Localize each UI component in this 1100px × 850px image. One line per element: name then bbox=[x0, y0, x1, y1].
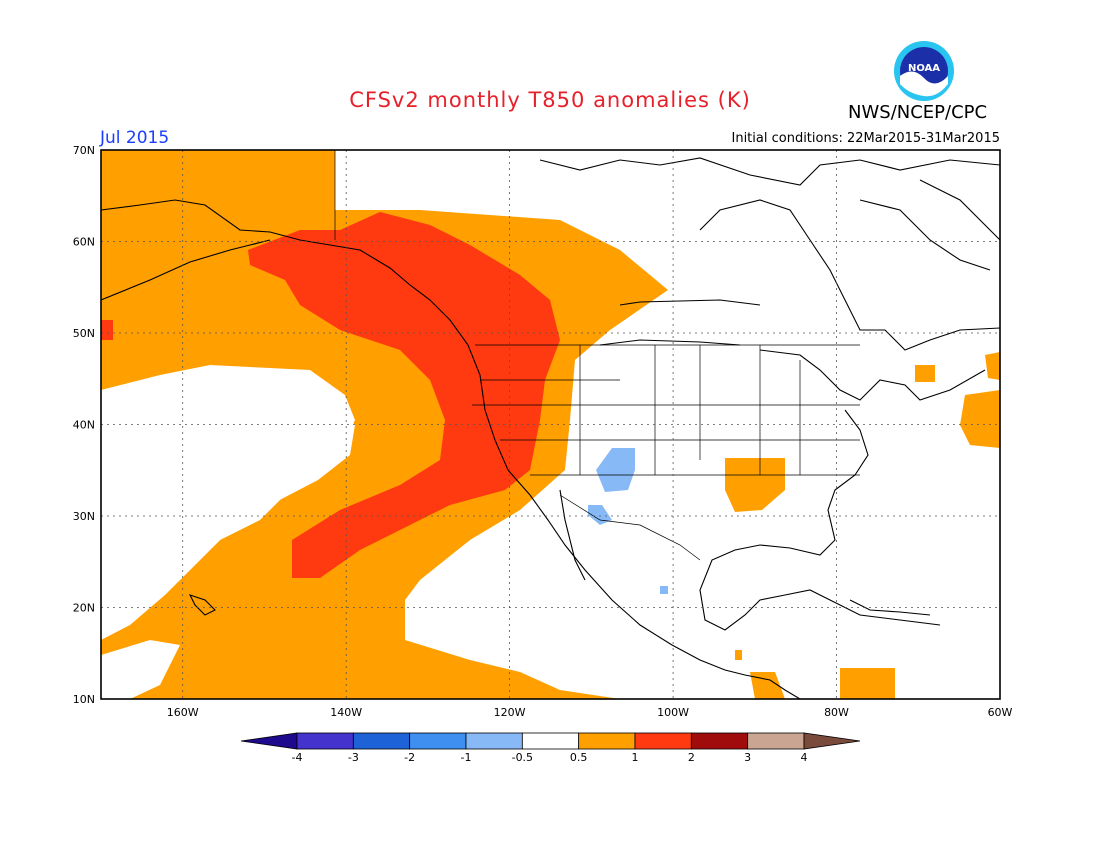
lon-label: 140W bbox=[330, 706, 362, 719]
colorbar-swatch bbox=[240, 732, 298, 750]
forecast-period: Jul 2015 bbox=[100, 128, 170, 148]
colorbar-tick-label: -3 bbox=[348, 751, 359, 764]
colorbar-swatch bbox=[803, 732, 861, 750]
agency-label: NWS/NCEP/CPC bbox=[848, 102, 988, 123]
lat-label: 30N bbox=[73, 510, 95, 523]
lon-label: 120W bbox=[494, 706, 526, 719]
lon-label: 80W bbox=[824, 706, 849, 719]
longitude-labels: 160W 140W 120W 100W 80W 60W bbox=[167, 706, 1013, 719]
colorbar-swatch bbox=[578, 732, 636, 750]
colorbar-swatch bbox=[690, 732, 749, 750]
coastlines bbox=[101, 157, 1000, 699]
colorbar-swatch bbox=[521, 732, 580, 750]
lon-label: 100W bbox=[657, 706, 689, 719]
cool-anomaly bbox=[596, 448, 635, 492]
initial-conditions: Initial conditions: 22Mar2015-31Mar2015 bbox=[731, 131, 1001, 146]
lon-label: 60W bbox=[988, 706, 1013, 719]
lon-label: 160W bbox=[167, 706, 199, 719]
lat-label: 40N bbox=[73, 419, 95, 432]
borders bbox=[334, 150, 860, 561]
latitude-labels: 70N 60N 50N 40N 30N 20N 10N bbox=[73, 144, 95, 706]
lat-label: 70N bbox=[73, 144, 95, 157]
graticule bbox=[101, 150, 1000, 699]
lat-label: 20N bbox=[73, 602, 95, 615]
colorbar-tick-label: -0.5 bbox=[512, 751, 533, 764]
colorbar-tick-label: 0.5 bbox=[570, 751, 588, 764]
colorbar-legend: -4 -3 -2 -1 -0.5 0.5 1 2 3 4 bbox=[240, 732, 861, 764]
noaa-logo-icon: NOAA bbox=[894, 41, 954, 101]
colorbar-tick-label: 3 bbox=[744, 751, 751, 764]
lat-label: 10N bbox=[73, 693, 95, 706]
lat-label: 50N bbox=[73, 327, 95, 340]
map-title: CFSv2 monthly T850 anomalies (K) bbox=[349, 88, 751, 112]
colorbar-tick-label: -4 bbox=[292, 751, 303, 764]
colorbar-swatch bbox=[747, 732, 805, 750]
colorbar-tick-label: 4 bbox=[801, 751, 808, 764]
colorbar-tick-label: 1 bbox=[632, 751, 639, 764]
colorbar-swatch bbox=[634, 732, 692, 750]
colorbar-swatch bbox=[296, 732, 354, 750]
colorbar-swatch bbox=[409, 732, 467, 750]
map-frame bbox=[100, 149, 1001, 700]
colorbar-tick-label: -2 bbox=[404, 751, 415, 764]
noaa-logo-text: NOAA bbox=[908, 63, 940, 74]
colorbar-tick-label: 2 bbox=[688, 751, 695, 764]
lat-label: 60N bbox=[73, 236, 95, 249]
colorbar-swatch bbox=[352, 732, 411, 750]
strong-warm-anomaly bbox=[248, 212, 560, 578]
colorbar-tick-label: -1 bbox=[461, 751, 472, 764]
colorbar-swatch bbox=[465, 732, 523, 750]
